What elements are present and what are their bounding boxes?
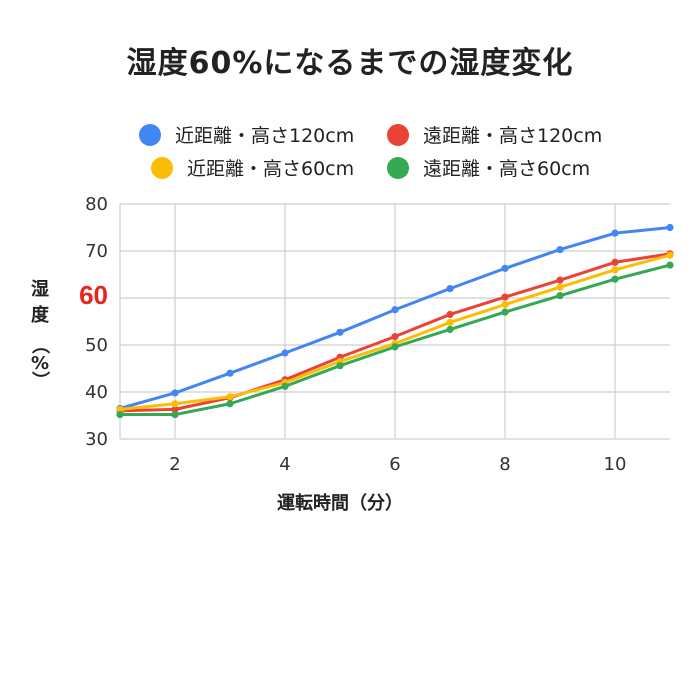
data-point-0: [391, 306, 399, 314]
data-point-0: [446, 285, 454, 293]
x-tick-label: 4: [279, 454, 290, 475]
data-point-0: [226, 369, 234, 377]
chart-title: 湿度60%になるまでの湿度変化: [126, 46, 574, 81]
y-tick-label: 40: [85, 382, 108, 403]
x-tick-label: 2: [169, 454, 180, 475]
y-tick-label: 70: [85, 241, 108, 262]
data-point-1: [391, 332, 399, 341]
legend-item-2: 近距離・高さ60cm: [151, 154, 354, 181]
data-point-2: [556, 283, 564, 291]
data-point-1: [171, 405, 179, 413]
legend-swatch-yellow-icon: [151, 156, 173, 179]
data-point-0: [281, 349, 289, 357]
y-axis-label-char: （: [29, 336, 50, 354]
data-point-3: [501, 308, 509, 316]
data-point-3: [226, 400, 234, 408]
data-point-1: [446, 310, 454, 319]
data-point-0: [611, 229, 619, 237]
data-point-3: [336, 362, 344, 370]
x-tick-label: 6: [389, 454, 400, 475]
legend-item-1: 遠距離・高さ120cm: [387, 121, 602, 148]
data-point-2: [611, 266, 619, 274]
data-point-3: [556, 292, 564, 300]
data-point-3: [666, 261, 674, 269]
y-tick-label: 80: [85, 194, 108, 215]
data-point-3: [116, 410, 124, 419]
x-axis-label: 運転時間（分）: [277, 492, 403, 514]
x-tick-label: 10: [604, 454, 627, 475]
data-point-3: [391, 343, 399, 351]
data-point-2: [666, 251, 674, 259]
data-point-3: [611, 275, 619, 283]
data-point-0: [501, 264, 509, 272]
y-axis-label-char: 度: [31, 304, 50, 326]
data-point-1: [501, 293, 509, 301]
data-point-2: [501, 300, 509, 309]
x-tick-label: 8: [499, 454, 510, 475]
data-point-0: [666, 223, 674, 232]
data-point-3: [171, 410, 179, 419]
y-tick-label: 50: [85, 335, 108, 356]
legend-label-2: 近距離・高さ60cm: [187, 158, 355, 180]
legend-label-0: 近距離・高さ120cm: [175, 125, 355, 147]
data-point-1: [611, 258, 619, 266]
legend-item-3: 遠距離・高さ60cm: [387, 154, 590, 181]
data-point-2: [226, 393, 234, 401]
data-point-0: [171, 389, 179, 397]
data-point-2: [171, 400, 179, 408]
data-point-3: [446, 325, 454, 334]
legend-label-3: 遠距離・高さ60cm: [423, 158, 591, 180]
legend-swatch-blue-icon: [139, 123, 161, 146]
legend-label-1: 遠距離・高さ120cm: [423, 125, 603, 147]
y-axis-label-char: ）: [29, 371, 50, 389]
legend-swatch-green-icon: [387, 156, 409, 179]
data-point-0: [336, 328, 344, 336]
legend-item-0: 近距離・高さ120cm: [139, 121, 354, 148]
data-point-2: [116, 405, 124, 413]
y-tick-label: 30: [85, 429, 108, 450]
data-point-0: [556, 245, 564, 254]
y-axis-label-char: %: [31, 353, 49, 374]
y-axis-label-char: 湿: [31, 279, 49, 300]
data-point-3: [281, 382, 289, 390]
data-point-1: [556, 276, 564, 284]
y-tick-label: 60: [79, 280, 108, 310]
data-point-2: [446, 318, 454, 327]
legend-swatch-red-icon: [387, 123, 409, 146]
